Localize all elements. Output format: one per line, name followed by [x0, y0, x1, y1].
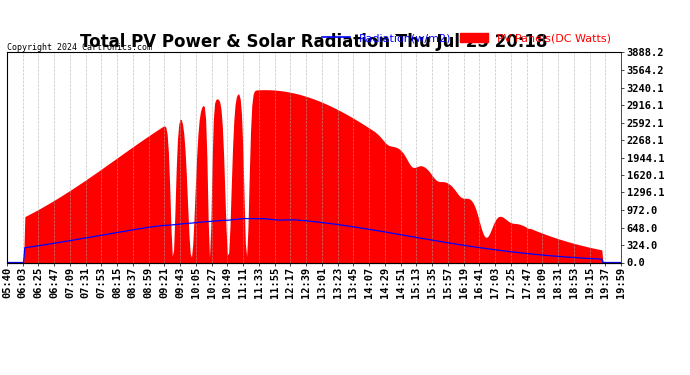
- Text: Copyright 2024 Cartronics.com: Copyright 2024 Cartronics.com: [7, 44, 152, 52]
- Legend: Radiation(w/m2), PV Panels(DC Watts): Radiation(w/m2), PV Panels(DC Watts): [318, 28, 615, 48]
- Title: Total PV Power & Solar Radiation Thu Jul 25 20:18: Total PV Power & Solar Radiation Thu Jul…: [80, 33, 548, 51]
